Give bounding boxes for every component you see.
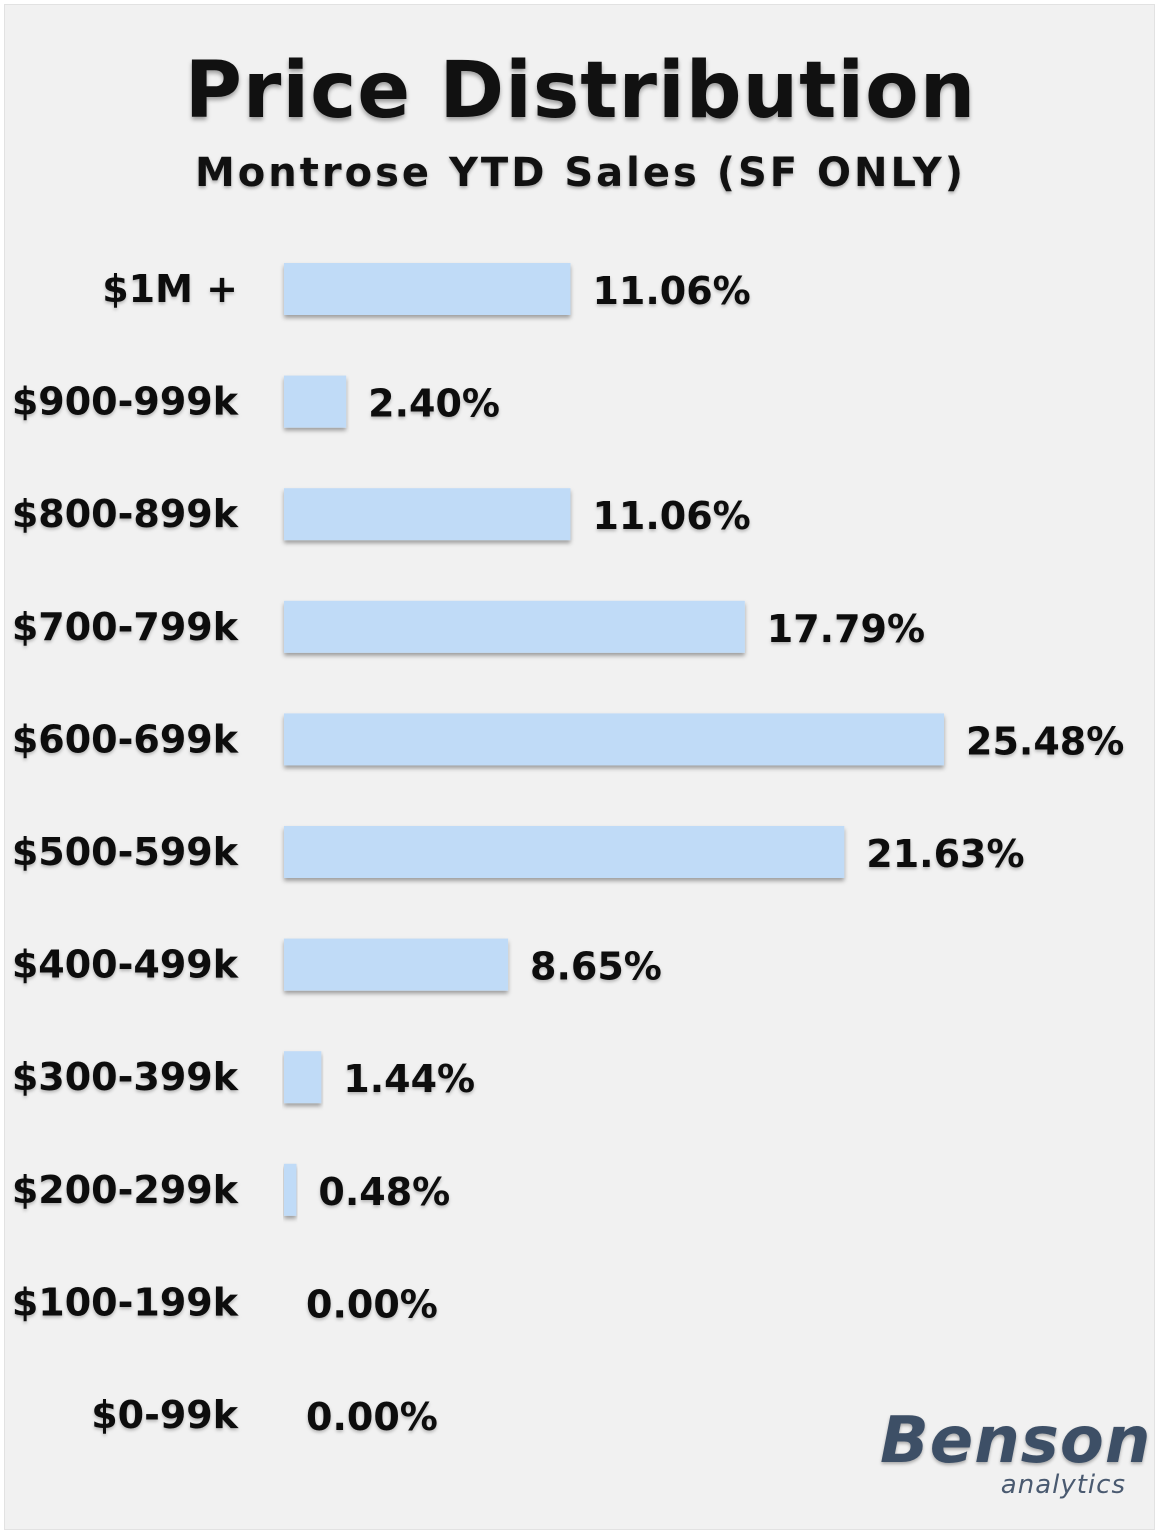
- category-label: $200-299k: [12, 1168, 239, 1212]
- value-label: 0.00%: [306, 1395, 438, 1439]
- value-label: 1.44%: [343, 1057, 475, 1101]
- value-label: 11.06%: [592, 269, 750, 313]
- bar: [284, 488, 571, 541]
- value-label: 25.48%: [966, 719, 1124, 763]
- value-label: 0.00%: [306, 1282, 438, 1326]
- category-label: $300-399k: [12, 1055, 239, 1099]
- bar: [284, 263, 571, 315]
- bar: [284, 1051, 322, 1104]
- value-label: 0.48%: [318, 1170, 450, 1214]
- value-label: 8.65%: [530, 945, 662, 989]
- category-label: $1M +: [102, 267, 238, 311]
- value-label: 17.79%: [767, 607, 925, 651]
- category-label: $400-499k: [12, 943, 239, 987]
- category-label: $800-899k: [12, 492, 239, 536]
- category-label: $100-199k: [12, 1280, 239, 1324]
- category-label: $600-699k: [12, 717, 239, 761]
- bar: [284, 375, 347, 428]
- logo-sub: analytics: [1000, 1470, 1126, 1500]
- value-labels: 11.06% 2.40% 11.06% 17.79% 25.48% 21.63% 8.65%…: [306, 269, 1124, 1439]
- value-label: 21.63%: [866, 832, 1024, 876]
- benson-logo: Benson analytics: [880, 1404, 1150, 1514]
- bar: [284, 1163, 297, 1216]
- logo-brand: Benson: [880, 1404, 1152, 1478]
- chart-background: [4, 4, 1155, 1530]
- value-label: 11.06%: [592, 494, 750, 538]
- category-label: $0-99k: [91, 1393, 239, 1437]
- category-label: $900-999k: [12, 380, 239, 424]
- chart-subtitle: Montrose YTD Sales (SF ONLY): [194, 150, 967, 196]
- bar: [284, 600, 745, 653]
- chart-title: Price Distribution: [184, 46, 977, 136]
- category-label: $500-599k: [12, 830, 239, 874]
- bar: [284, 713, 944, 766]
- category-label: $700-799k: [12, 605, 239, 649]
- value-label: 2.40%: [368, 382, 500, 426]
- bars-group: [284, 263, 944, 1216]
- category-labels: $1M + $900-999k $800-899k $700-799k $600-699…: [12, 267, 239, 1437]
- bar: [284, 826, 845, 878]
- bar: [284, 938, 509, 991]
